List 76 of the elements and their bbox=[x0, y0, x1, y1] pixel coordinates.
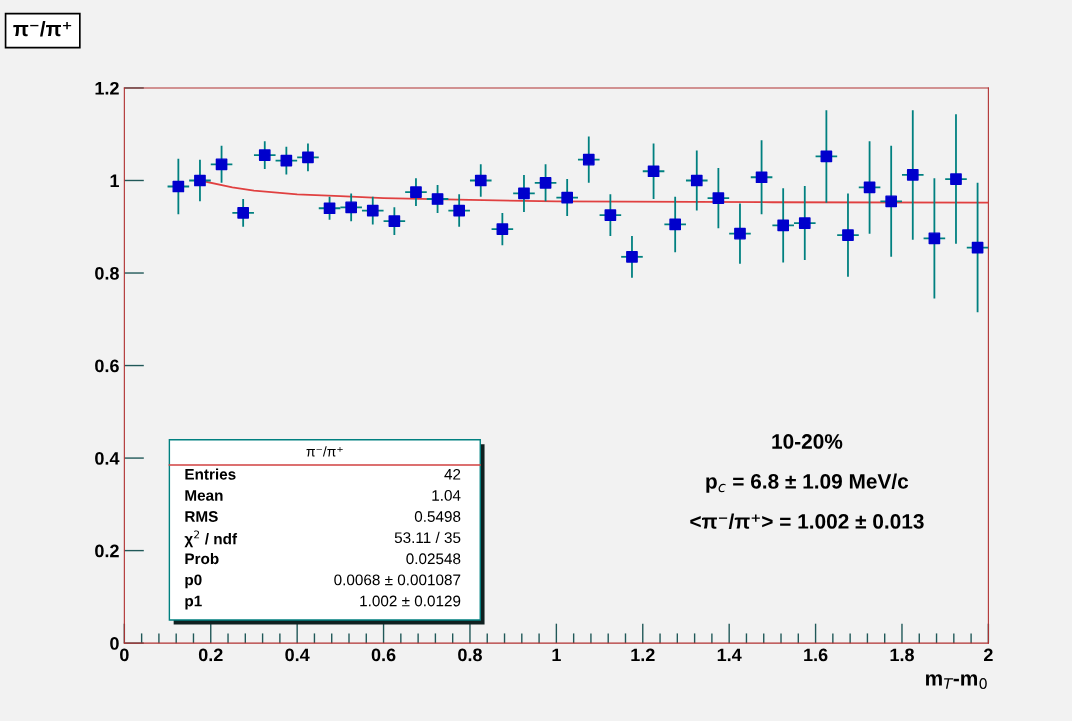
point bbox=[561, 191, 574, 204]
point bbox=[172, 180, 185, 193]
point bbox=[194, 174, 206, 187]
point bbox=[906, 169, 919, 181]
point bbox=[302, 151, 314, 164]
point bbox=[366, 204, 379, 217]
chart-title: π⁻/π⁺ bbox=[13, 20, 72, 37]
annotation: Mean bbox=[185, 490, 223, 501]
x-tick-label: 1.4 bbox=[717, 648, 742, 662]
point bbox=[950, 173, 962, 185]
annotation: Prob bbox=[185, 552, 219, 565]
y-tick-label: 1 bbox=[110, 174, 119, 188]
point bbox=[971, 241, 984, 254]
point bbox=[518, 187, 530, 200]
y-tick-label: 0.4 bbox=[95, 452, 120, 465]
point bbox=[820, 150, 833, 163]
x-tick-label: 0 bbox=[120, 648, 129, 662]
point bbox=[690, 174, 703, 187]
x-tick-label: 1 bbox=[552, 648, 561, 662]
point bbox=[388, 215, 401, 228]
point bbox=[669, 218, 682, 231]
point bbox=[842, 229, 854, 241]
point bbox=[431, 193, 444, 205]
point bbox=[777, 219, 790, 232]
annotation: 0.0068 ± 0.001087 bbox=[334, 574, 461, 586]
x-tick-label: 0.2 bbox=[198, 648, 223, 662]
point bbox=[453, 204, 466, 217]
x-tick-label: 1.8 bbox=[890, 648, 914, 662]
point bbox=[626, 250, 638, 263]
x-tick-label: 2 bbox=[983, 648, 993, 662]
annotation: p0 bbox=[185, 574, 202, 589]
point bbox=[755, 171, 768, 184]
point bbox=[885, 195, 898, 208]
y-tick-label: 1.2 bbox=[95, 81, 119, 95]
y-tick-label: 0 bbox=[110, 637, 119, 650]
x-tick-label: 1.6 bbox=[804, 648, 828, 662]
point bbox=[863, 181, 876, 194]
x-tick-label: 0.8 bbox=[458, 648, 482, 662]
point bbox=[258, 149, 271, 161]
point bbox=[323, 202, 336, 215]
annotation: p$_{c}$ = 6.8 ± 1.09 MeV/c bbox=[706, 473, 909, 493]
annotation: 10-20% bbox=[772, 434, 843, 449]
point bbox=[582, 153, 595, 166]
annotation: 1.04 bbox=[432, 490, 461, 501]
annotation: RMS bbox=[185, 511, 218, 522]
annotation: <π⁻/π⁺> = 1.002 ± 0.013 bbox=[690, 513, 924, 530]
y-tick-label: 0.8 bbox=[95, 266, 119, 280]
annotation: 0.5498 bbox=[414, 511, 461, 522]
point bbox=[734, 227, 746, 240]
annotation: 42 bbox=[444, 468, 461, 480]
annotation: Entries bbox=[185, 468, 236, 480]
point bbox=[345, 201, 358, 214]
point bbox=[798, 217, 811, 229]
annotation: χ$^{2}$ / ndf bbox=[184, 530, 238, 548]
point bbox=[928, 232, 941, 245]
point bbox=[410, 186, 422, 198]
annotation: 53.11 / 35 bbox=[394, 531, 461, 544]
annotation: π⁻/π⁺ bbox=[306, 446, 343, 457]
point bbox=[280, 154, 293, 167]
point bbox=[215, 158, 228, 171]
point bbox=[712, 192, 725, 204]
y-tick-label: 0.6 bbox=[95, 359, 119, 373]
point bbox=[539, 176, 552, 189]
annotation: p1 bbox=[185, 595, 202, 610]
x-tick-label: 0.6 bbox=[371, 648, 396, 662]
point bbox=[604, 209, 617, 222]
annotation: 0.02548 bbox=[406, 553, 461, 565]
y-tick-label: 0.2 bbox=[95, 544, 119, 558]
x-tick-label: 0.4 bbox=[285, 648, 310, 662]
x-tick-label: 1.2 bbox=[631, 648, 655, 662]
point bbox=[496, 223, 509, 235]
annotation: 1.002 ± 0.0129 bbox=[360, 595, 461, 607]
x-axis-title: m$_{T}$-m$_{0}$ bbox=[926, 674, 987, 690]
point bbox=[647, 165, 660, 178]
point bbox=[237, 207, 250, 219]
point bbox=[474, 174, 487, 187]
